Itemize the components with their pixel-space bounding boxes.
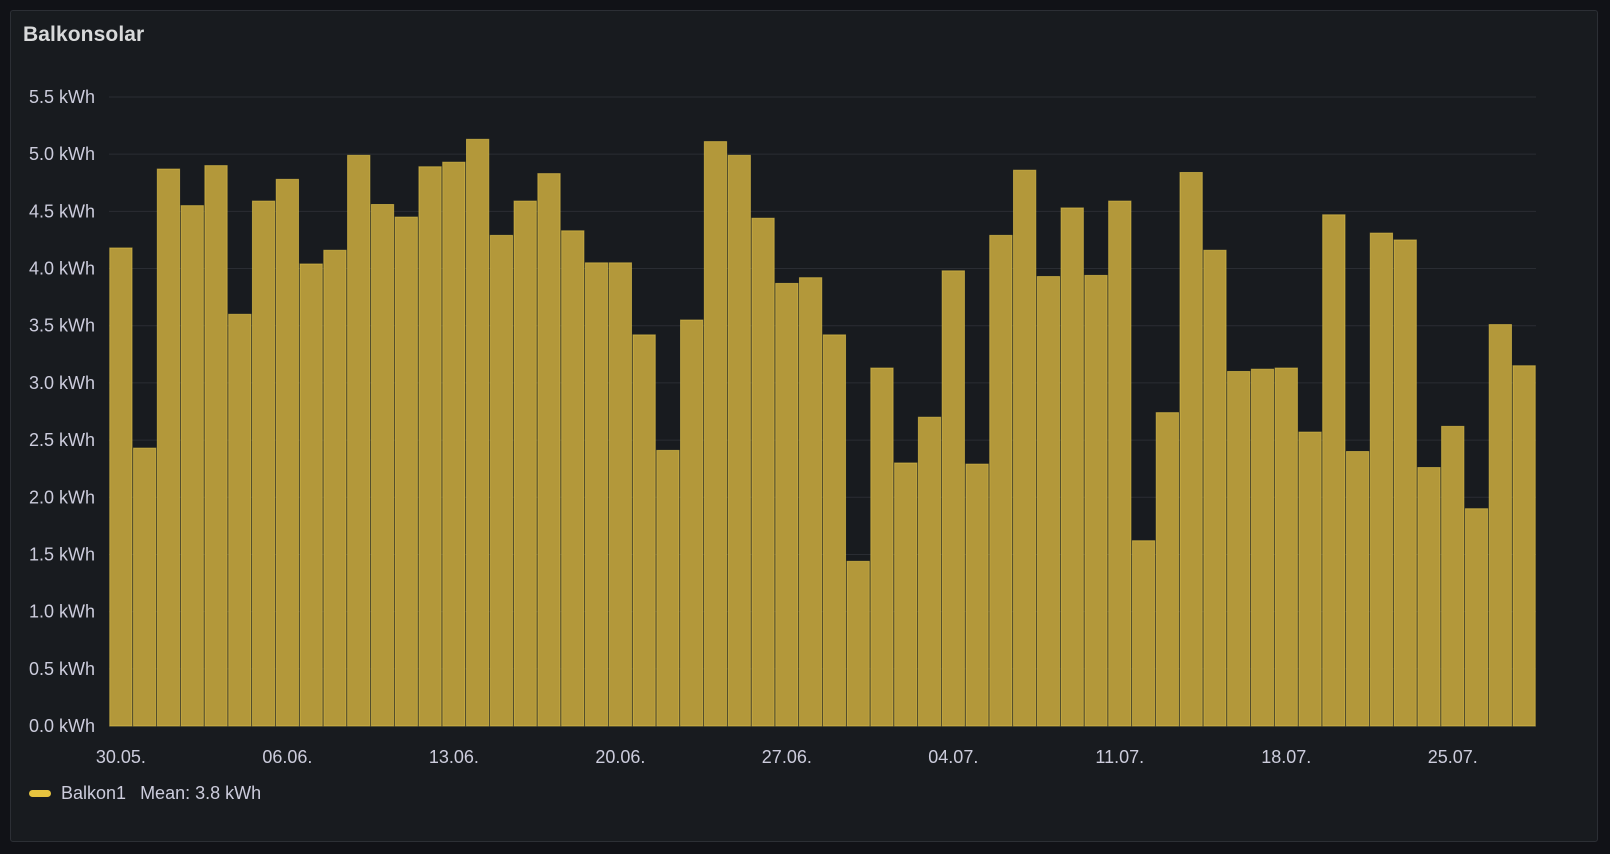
bar bbox=[489, 234, 514, 727]
panel-title: Balkonsolar bbox=[23, 23, 145, 46]
bar bbox=[751, 217, 775, 727]
x-tick-label: 30.05. bbox=[96, 747, 146, 767]
bar bbox=[798, 277, 823, 727]
bar bbox=[1298, 431, 1322, 727]
bar bbox=[775, 282, 799, 727]
bar bbox=[204, 165, 228, 727]
bar bbox=[989, 234, 1013, 727]
y-tick-label: 5.5 kWh bbox=[29, 87, 95, 107]
legend-mean: Mean: 3.8 kWh bbox=[140, 783, 262, 803]
bar bbox=[228, 313, 252, 727]
bar bbox=[347, 154, 371, 727]
bar bbox=[133, 447, 157, 727]
bar bbox=[180, 205, 204, 727]
x-tick-label: 11.07. bbox=[1095, 747, 1144, 767]
y-tick-label: 2.0 kWh bbox=[29, 487, 95, 507]
bar bbox=[466, 138, 490, 727]
y-tick-label: 0.0 kWh bbox=[29, 716, 95, 736]
bar bbox=[1227, 370, 1251, 727]
bar bbox=[870, 367, 894, 727]
bar bbox=[941, 270, 965, 727]
y-tick-label: 3.0 kWh bbox=[29, 373, 95, 393]
x-tick-label: 25.07. bbox=[1428, 747, 1478, 767]
bar bbox=[1179, 171, 1203, 727]
bar bbox=[608, 262, 632, 727]
bar bbox=[1250, 368, 1275, 727]
y-tick-label: 1.0 kWh bbox=[29, 602, 95, 622]
bar bbox=[1322, 214, 1346, 727]
y-tick-label: 0.5 kWh bbox=[29, 659, 95, 679]
bar bbox=[1060, 207, 1084, 727]
bar bbox=[1203, 249, 1227, 727]
bar bbox=[1036, 276, 1061, 727]
bar bbox=[1464, 508, 1489, 727]
bar bbox=[1131, 540, 1156, 727]
bar bbox=[1417, 467, 1441, 727]
bar bbox=[275, 178, 300, 727]
bar bbox=[584, 262, 609, 727]
bar bbox=[703, 141, 728, 727]
bar bbox=[894, 462, 918, 727]
bar bbox=[917, 416, 942, 727]
bar bbox=[965, 463, 989, 727]
x-tick-label: 13.06. bbox=[429, 747, 479, 767]
bar bbox=[442, 161, 466, 727]
x-tick-label: 20.06. bbox=[595, 747, 645, 767]
bar bbox=[1345, 451, 1370, 727]
bar bbox=[251, 200, 276, 727]
bar bbox=[299, 263, 323, 727]
y-tick-label: 4.5 kWh bbox=[29, 201, 95, 221]
bar bbox=[846, 560, 870, 727]
bar bbox=[513, 200, 537, 727]
bar-chart: 0.0 kWh 0.5 kWh 1.0 kWh 1.5 kWh 2.0 kWh 2.5 k… bbox=[29, 87, 1536, 767]
bar bbox=[632, 334, 656, 727]
bar bbox=[1084, 274, 1108, 727]
bar bbox=[1512, 365, 1536, 727]
bar bbox=[1108, 200, 1132, 727]
bar bbox=[561, 230, 585, 727]
bar bbox=[656, 449, 680, 727]
y-tick-label: 5.0 kWh bbox=[29, 144, 95, 164]
bar bbox=[727, 154, 751, 727]
bar bbox=[323, 249, 347, 727]
y-tick-label: 3.5 kWh bbox=[29, 316, 95, 336]
legend-swatch-icon bbox=[29, 790, 51, 797]
x-tick-label: 04.07. bbox=[928, 747, 978, 767]
bar bbox=[537, 173, 561, 727]
bar bbox=[1369, 232, 1394, 727]
y-tick-label: 1.5 kWh bbox=[29, 544, 95, 564]
bar bbox=[1488, 324, 1512, 727]
x-tick-label: 06.06. bbox=[262, 747, 312, 767]
bar bbox=[1393, 239, 1417, 727]
bar bbox=[156, 168, 181, 727]
bar bbox=[1155, 412, 1180, 727]
y-tick-label: 4.0 kWh bbox=[29, 259, 95, 279]
bar bbox=[1274, 367, 1298, 727]
bar bbox=[394, 216, 418, 727]
bar bbox=[1013, 169, 1037, 727]
y-tick-label: 2.5 kWh bbox=[29, 430, 95, 450]
bar bbox=[418, 166, 442, 727]
chart-panel: Balkonsolar 0.0 kWh 0.5 kWh 1.0 kWh 1.5 kWh… bbox=[10, 10, 1598, 842]
bar bbox=[1441, 425, 1465, 727]
bar bbox=[822, 334, 847, 727]
x-tick-label: 18.07. bbox=[1261, 747, 1311, 767]
x-tick-label: 27.06. bbox=[762, 747, 812, 767]
bar bbox=[370, 204, 395, 727]
bar bbox=[109, 247, 133, 727]
legend[interactable]: Balkon1 Mean: 3.8 kWh bbox=[29, 783, 261, 804]
bar bbox=[680, 319, 704, 727]
legend-series-name: Balkon1 bbox=[61, 783, 127, 803]
